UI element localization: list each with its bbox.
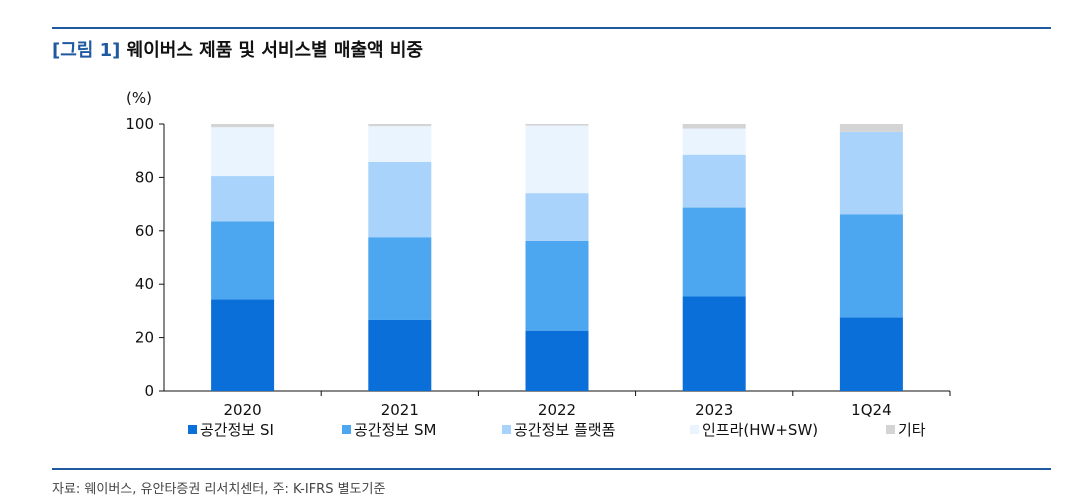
bar-segment-2021-4 [368, 124, 432, 127]
legend-swatch [690, 425, 699, 434]
legend-swatch [188, 425, 197, 434]
bar-segment-2021-1 [368, 237, 432, 320]
legend-label: 인프라(HW+SW) [702, 421, 818, 439]
bar-segment-2022-1 [525, 240, 589, 331]
bar-segment-1Q24-4 [839, 124, 903, 132]
y-tick-label: 60 [135, 222, 154, 240]
x-category-label: 1Q24 [851, 401, 891, 419]
y-tick-label: 20 [135, 329, 154, 347]
figure-tag: [그림 1] [52, 40, 121, 61]
y-unit-label: (%) [126, 89, 152, 107]
bar-segment-2023-1 [682, 207, 746, 297]
y-tick-label: 40 [135, 275, 154, 293]
bar-segment-2020-3 [211, 127, 275, 177]
y-tick-label: 80 [135, 168, 154, 186]
bottom-rule [52, 468, 1051, 470]
bar-segment-2023-0 [682, 296, 746, 391]
bar-segment-2021-2 [368, 161, 432, 238]
top-rule [52, 27, 1051, 29]
y-tick-label: 0 [144, 382, 154, 400]
figure-title-text: 웨이버스 제품 및 서비스별 매출액 비중 [126, 40, 423, 61]
bar-segment-2020-4 [211, 124, 275, 128]
x-category-label: 2020 [224, 401, 262, 419]
legend-swatch [886, 425, 895, 434]
x-category-label: 2021 [381, 401, 419, 419]
bar-segment-2022-2 [525, 193, 589, 241]
bar-segment-1Q24-0 [839, 317, 903, 391]
legend-swatch [502, 425, 511, 434]
legend-label: 공간정보 SI [200, 421, 274, 439]
y-tick-label: 100 [125, 115, 154, 133]
source-note: 자료: 웨이버스, 유안타증권 리서치센터, 주: K-IFRS 별도기준 [52, 482, 386, 497]
bar-segment-2022-4 [525, 124, 589, 126]
x-category-label: 2023 [695, 401, 733, 419]
bar-segment-2020-0 [211, 299, 275, 391]
legend-label: 공간정보 SM [354, 421, 436, 439]
legend-label: 기타 [898, 421, 926, 439]
legend-label: 공간정보 플랫폼 [514, 421, 615, 439]
bar-segment-2021-3 [368, 126, 432, 162]
bar-segment-2023-2 [682, 154, 746, 208]
bar-segment-2020-1 [211, 221, 275, 300]
bar-segment-2022-3 [525, 125, 589, 194]
figure-title: [그림 1] 웨이버스 제품 및 서비스별 매출액 비중 [52, 36, 423, 62]
bar-segment-1Q24-1 [839, 214, 903, 318]
bar-segment-1Q24-2 [839, 131, 903, 215]
bar-segment-2023-3 [682, 128, 746, 155]
bar-segment-2022-0 [525, 330, 589, 391]
legend-swatch [342, 425, 351, 434]
bar-segment-2023-4 [682, 124, 746, 129]
x-category-label: 2022 [538, 401, 576, 419]
bar-segment-2020-2 [211, 176, 275, 222]
bar-segment-2021-0 [368, 319, 432, 391]
